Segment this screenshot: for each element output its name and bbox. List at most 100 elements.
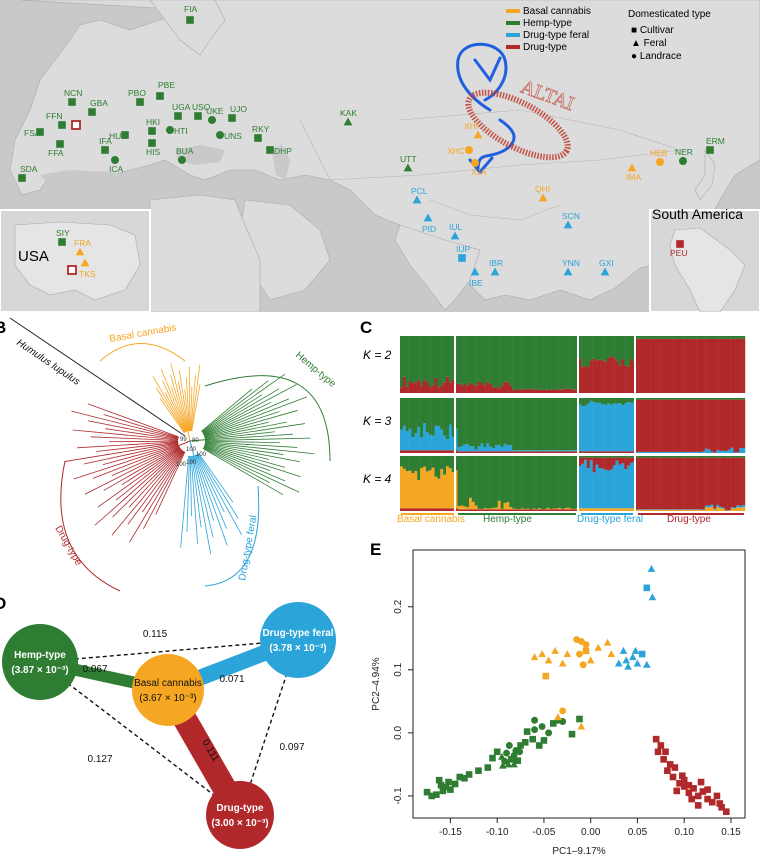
admixture-bar: [471, 451, 475, 453]
admixture-bar: [503, 502, 507, 510]
admixture-bar: [474, 456, 478, 506]
highlight-square-2: [67, 265, 77, 275]
admixture-bar: [563, 336, 567, 389]
site-marker-uso: [194, 112, 202, 120]
admixture-bar: [400, 398, 404, 430]
network-edge-label: 0.115: [143, 629, 168, 640]
admixture-bar: [661, 456, 665, 458]
bootstrap-2: 100: [186, 447, 197, 453]
admixture-bar: [454, 508, 458, 511]
admixture-bar: [635, 509, 639, 511]
admixture-bar: [635, 457, 639, 510]
admixture-bar: [609, 469, 613, 509]
admixture-bar: [578, 457, 582, 467]
admixture-bar: [552, 456, 556, 509]
tree-stem: [187, 431, 191, 442]
admixture-bar: [618, 403, 622, 452]
pca-point-drug-100: [704, 786, 711, 793]
admixture-bar: [704, 457, 708, 506]
tree-branch: [204, 433, 293, 441]
admixture-bar: [719, 450, 723, 453]
admixture-bar: [561, 336, 565, 390]
pca-point-drug-88: [694, 792, 702, 800]
admixture-bar: [486, 456, 490, 509]
admixture-bar: [457, 506, 461, 510]
admixture-bar: [469, 382, 473, 393]
admixture-bar: [423, 450, 427, 453]
admixture-bar: [595, 508, 599, 511]
admixture-bar: [647, 399, 651, 452]
admixture-bar: [540, 389, 544, 393]
pca-point-drug-95: [697, 778, 705, 786]
admixture-bar: [572, 456, 576, 510]
admixture-bar: [555, 509, 559, 511]
admixture-bar: [624, 403, 628, 452]
pca-point-hemp-7: [442, 783, 450, 791]
site-label-ifa: IFA: [99, 136, 112, 146]
admixture-bar: [535, 398, 539, 451]
admixture-bar: [670, 451, 674, 453]
admixture-bar: [529, 398, 533, 451]
admixture-bar: [492, 448, 496, 452]
admixture-bar: [598, 398, 602, 403]
pca-point-hemp-6: [447, 786, 454, 793]
pca-point-feral-66: [624, 662, 632, 670]
admixture-bar: [512, 456, 516, 509]
admixture-bar: [667, 509, 671, 511]
network-node-name: Hemp-type: [14, 650, 66, 661]
admixture-bar: [641, 336, 645, 339]
tree-branch: [95, 441, 179, 452]
admixture-bar: [506, 502, 510, 510]
site-label-pbe: PBE: [158, 80, 175, 90]
pca-point-hemp-5: [445, 778, 452, 786]
admixture-bar: [589, 456, 593, 458]
x-tick-label: -0.10: [486, 827, 509, 838]
admixture-bar: [598, 451, 602, 453]
admixture-bar: [601, 451, 605, 453]
admixture-bar: [664, 398, 668, 400]
tree-branch: [191, 384, 201, 432]
network-node-pi: (3.78 × 10⁻³): [269, 643, 326, 654]
admixture-bar: [655, 398, 659, 400]
admixture-bar: [742, 399, 746, 448]
admixture-bar: [575, 451, 579, 453]
admixture-bar: [673, 509, 677, 510]
admixture-bar: [647, 338, 651, 393]
site-label-siy: SIY: [56, 228, 70, 238]
admixture-bar: [434, 336, 438, 378]
admixture-bar: [612, 403, 616, 452]
pca-point-hemp-36: [531, 716, 539, 724]
pca-point-feral-72: [631, 646, 640, 654]
admixture-bar: [515, 398, 519, 451]
admixture-bar: [451, 336, 455, 380]
admixture-bar: [589, 360, 593, 393]
pca-point-hemp-24: [521, 739, 529, 746]
admixture-bar: [540, 509, 544, 511]
legend-type-cultivar: ■ Cultivar: [631, 25, 674, 36]
admixture-bar: [563, 509, 567, 511]
admixture-bar: [471, 456, 475, 502]
site-marker-dhp: [266, 146, 274, 154]
pca-point-drug-101: [654, 748, 662, 756]
admixture-bar: [701, 336, 705, 339]
admixture-bar: [621, 463, 625, 509]
admixture-bar: [431, 385, 435, 393]
admixture-bar: [517, 398, 521, 451]
admixture-bar: [509, 509, 513, 511]
tree-branch: [90, 436, 179, 441]
admixture-bar: [466, 398, 470, 445]
network-node-feral: [260, 602, 336, 678]
admixture-bar: [523, 388, 527, 393]
admixture-bar: [595, 360, 599, 393]
admixture-bar: [466, 456, 470, 508]
pca-point-hemp-3: [437, 781, 445, 789]
pca-point-hemp-43: [516, 748, 524, 756]
admixture-bar: [609, 398, 613, 405]
site-marker-pcl: [412, 195, 422, 204]
admixture-bar: [615, 457, 619, 461]
admixture-bar: [609, 457, 613, 470]
pca-point-feral-65: [622, 656, 631, 664]
admixture-bar: [463, 456, 467, 507]
admixture-bar: [627, 457, 631, 466]
admixture-bar: [420, 336, 424, 386]
